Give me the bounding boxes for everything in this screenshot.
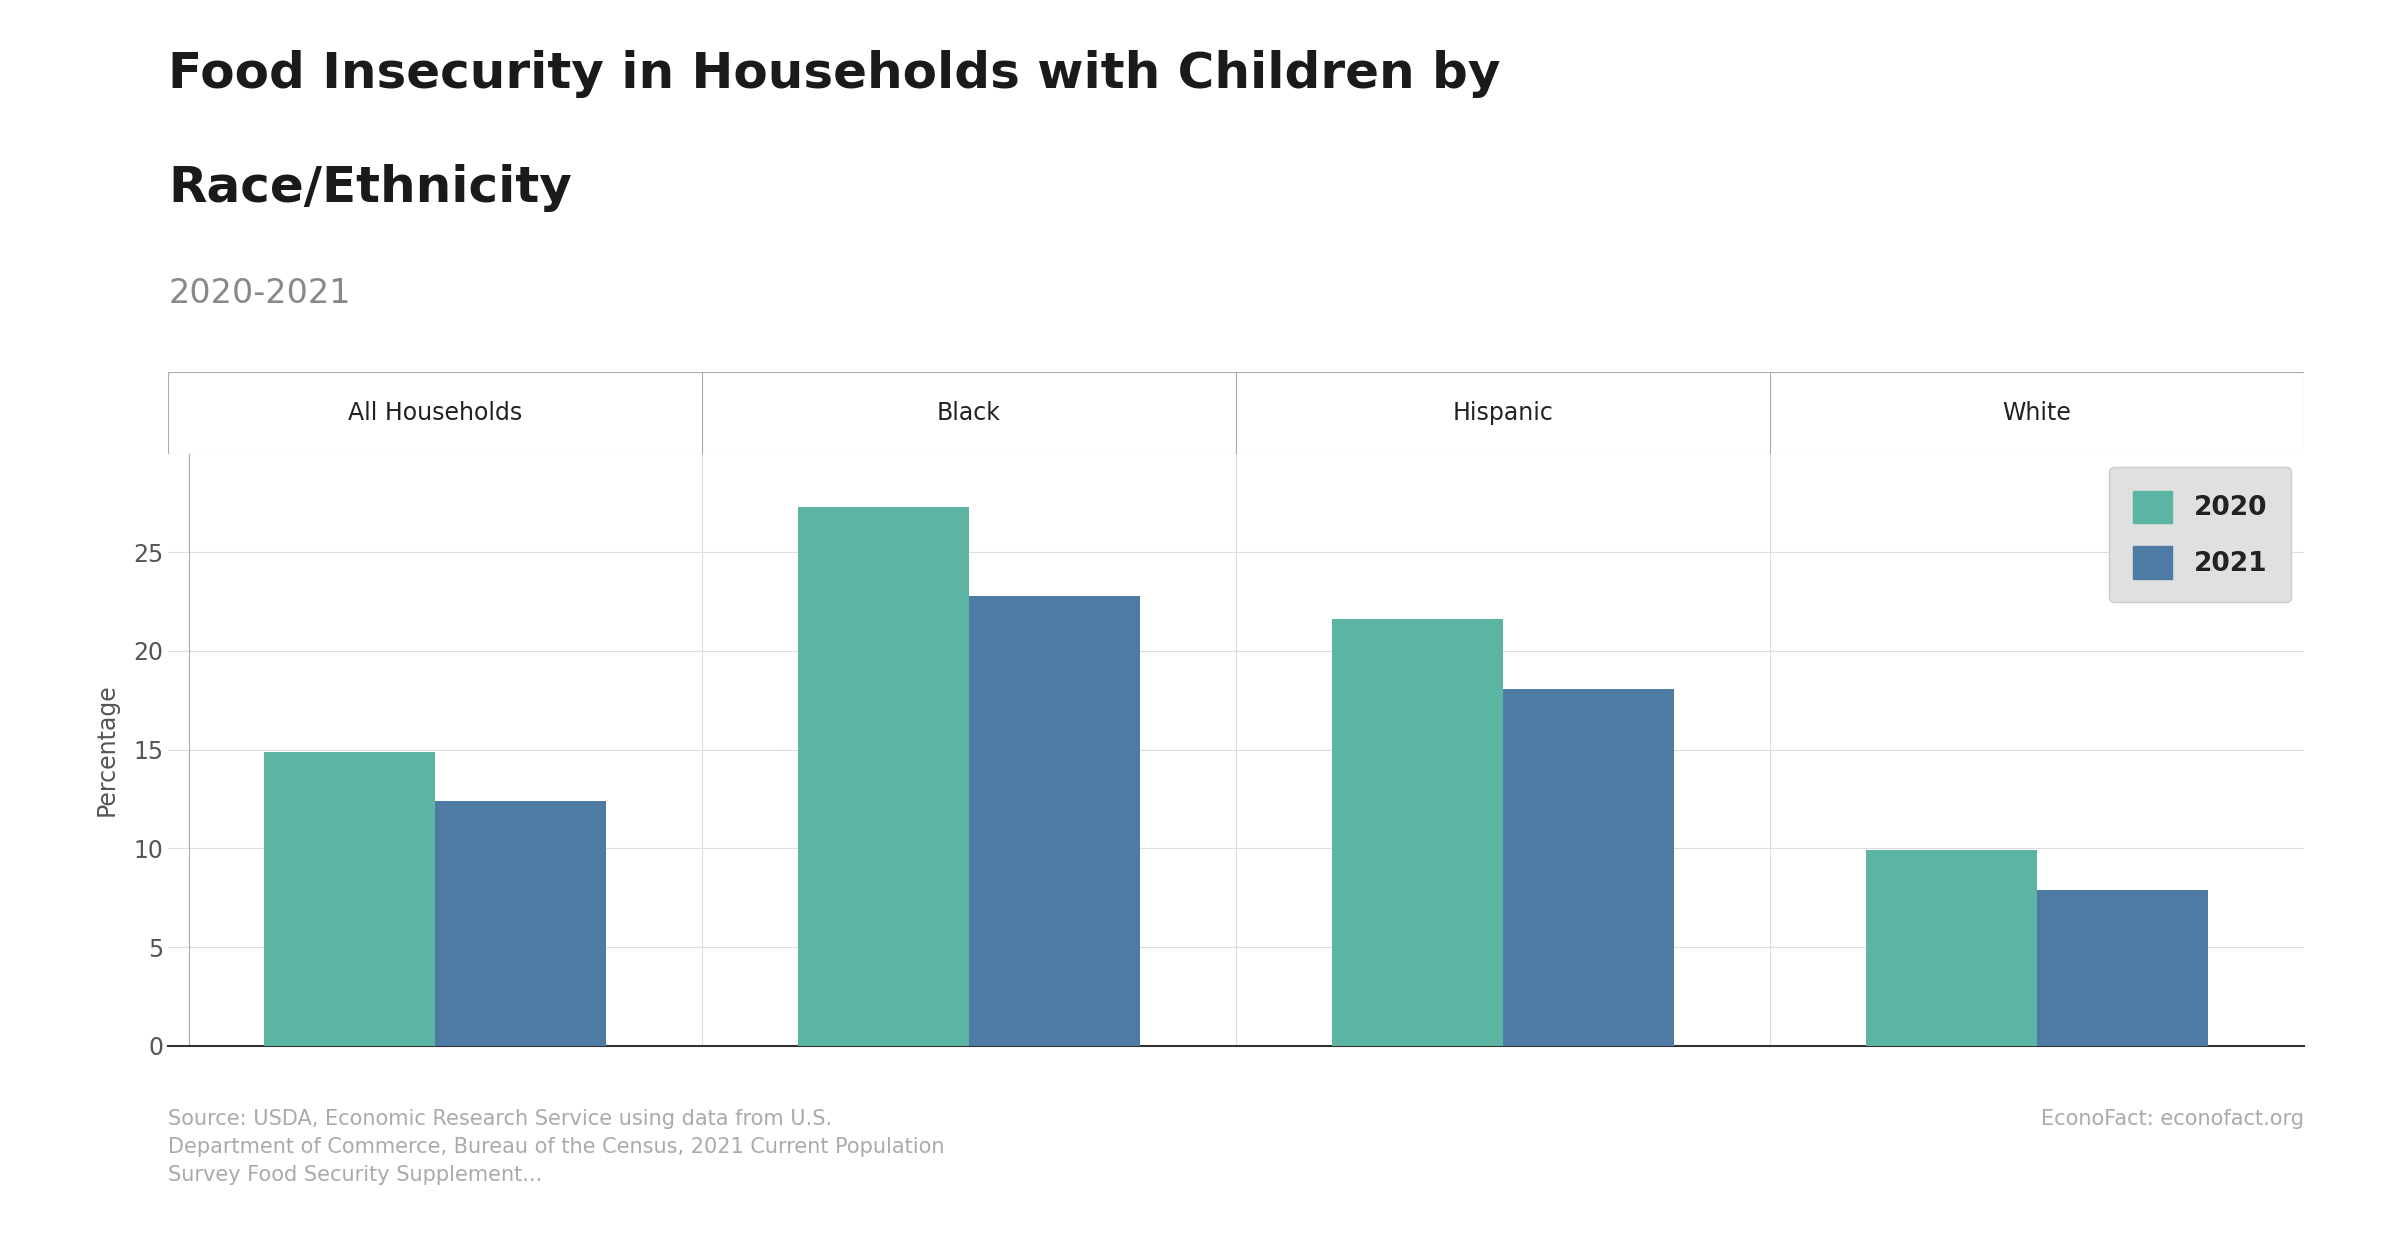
Text: Black: Black xyxy=(936,401,1001,425)
Text: All Households: All Households xyxy=(348,401,523,425)
Bar xyxy=(264,752,434,1046)
Text: Race/Ethnicity: Race/Ethnicity xyxy=(168,164,571,212)
Text: White: White xyxy=(2002,401,2071,425)
Text: Food Insecurity in Households with Children by: Food Insecurity in Households with Child… xyxy=(168,50,1500,98)
Bar xyxy=(1502,688,1673,1046)
Bar xyxy=(799,507,970,1046)
Bar xyxy=(2038,890,2208,1046)
Bar xyxy=(970,596,1140,1046)
Bar xyxy=(1332,620,1502,1046)
Bar xyxy=(1867,850,2038,1046)
Legend: 2020, 2021: 2020, 2021 xyxy=(2110,466,2292,602)
Text: Hispanic: Hispanic xyxy=(1452,401,1553,425)
Text: 2020-2021: 2020-2021 xyxy=(168,277,350,310)
Text: Source: USDA, Economic Research Service using data from U.S.
Department of Comme: Source: USDA, Economic Research Service … xyxy=(168,1109,946,1184)
Bar xyxy=(434,801,605,1046)
Text: EconoFact: econofact.org: EconoFact: econofact.org xyxy=(2040,1109,2304,1129)
Y-axis label: Percentage: Percentage xyxy=(96,683,120,816)
